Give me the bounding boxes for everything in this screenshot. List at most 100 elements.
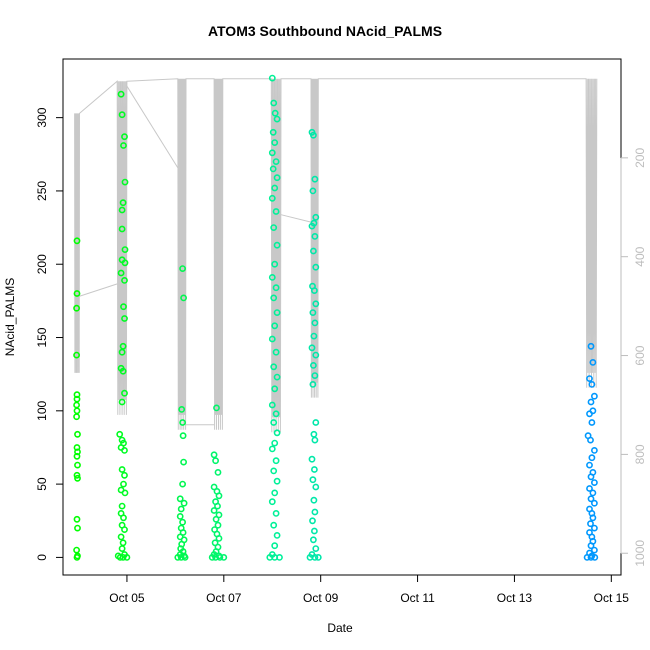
data-point	[591, 446, 598, 454]
data-point	[179, 432, 187, 440]
data-point	[308, 455, 316, 463]
data-point	[309, 131, 317, 139]
data-point	[120, 514, 127, 522]
chart-title: ATOM3 Southbound NAcid_PALMS	[208, 23, 442, 39]
data-point	[276, 554, 283, 561]
data-point	[587, 398, 595, 406]
data-points	[73, 74, 599, 561]
data-point	[311, 175, 319, 183]
data-point	[121, 446, 128, 454]
data-point	[121, 389, 128, 397]
data-point	[591, 546, 598, 554]
data-point	[74, 524, 81, 532]
data-point	[121, 276, 128, 284]
data-point	[273, 373, 281, 381]
data-point	[117, 90, 125, 98]
data-point	[310, 466, 318, 473]
data-point	[213, 404, 220, 412]
data-point	[215, 492, 223, 500]
data-point	[121, 178, 129, 186]
y-axis-label: NAcid_PALMS	[3, 278, 17, 356]
y2-tick-label: 200	[633, 148, 647, 168]
altitude-trace	[74, 78, 598, 433]
x-tick-label: Oct 13	[497, 591, 533, 605]
y-tick-label: 50	[35, 477, 49, 491]
y-tick-label: 300	[35, 107, 49, 127]
data-point	[314, 554, 322, 561]
data-point	[212, 515, 220, 523]
data-point	[273, 174, 281, 182]
data-point	[268, 74, 276, 82]
data-point	[177, 505, 185, 513]
data-point	[179, 518, 186, 526]
data-point	[271, 385, 279, 393]
data-point	[306, 554, 314, 561]
data-point	[177, 554, 185, 561]
data-point	[312, 351, 320, 359]
data-point	[273, 309, 281, 316]
data-point	[117, 533, 125, 541]
x-tick-label: Oct 11	[400, 591, 435, 605]
data-point	[271, 184, 279, 192]
data-point	[74, 474, 81, 482]
data-point	[311, 232, 319, 240]
data-point	[121, 526, 128, 533]
data-point	[589, 489, 597, 497]
data-point	[121, 246, 129, 253]
data-point	[270, 363, 278, 371]
data-point	[119, 342, 127, 350]
data-point	[591, 392, 598, 400]
y2-axis: 200 400 600 800 1000	[620, 148, 647, 567]
data-point	[273, 241, 281, 249]
data-point	[176, 513, 184, 520]
data-point	[73, 471, 81, 479]
x-tick-label: Oct 07	[206, 591, 242, 605]
y-tick-label: 150	[35, 327, 49, 347]
data-point	[121, 259, 129, 267]
data-point	[310, 287, 318, 294]
data-point	[73, 351, 80, 359]
data-point	[268, 335, 276, 343]
data-point	[181, 554, 189, 561]
data-point	[588, 454, 596, 462]
data-point	[174, 554, 182, 561]
altitude-transit-line	[126, 85, 179, 169]
data-point	[270, 99, 278, 107]
data-point	[271, 489, 279, 497]
data-point	[271, 439, 279, 447]
data-point	[271, 542, 279, 550]
data-point	[587, 342, 595, 350]
data-point	[270, 521, 278, 529]
data-point	[588, 380, 596, 388]
data-point	[589, 514, 597, 522]
data-point	[180, 294, 187, 302]
data-point	[120, 142, 127, 149]
data-point	[312, 483, 320, 491]
data-point	[271, 260, 279, 268]
data-point	[271, 109, 279, 117]
data-point	[586, 485, 593, 492]
data-point	[123, 554, 131, 561]
data-point	[118, 466, 126, 473]
data-point	[120, 480, 127, 488]
data-point	[178, 405, 186, 413]
y2-tick-label: 600	[633, 345, 647, 365]
data-point	[309, 187, 317, 195]
data-point	[271, 322, 279, 330]
data-point	[118, 545, 126, 552]
y2-tick-label: 800	[633, 444, 647, 464]
data-point	[116, 430, 124, 438]
data-point	[118, 225, 126, 233]
data-point	[73, 554, 81, 561]
data-point	[121, 133, 128, 141]
data-point	[311, 436, 319, 444]
x-axis-label: Date	[327, 621, 353, 635]
data-point	[272, 158, 280, 165]
data-point	[73, 237, 81, 245]
data-point	[179, 529, 187, 536]
data-point	[176, 495, 184, 503]
data-point	[73, 407, 81, 415]
x-axis: Oct 05 Oct 07 Oct 09 Oct 11 Oct 13 Oct 15	[109, 574, 629, 605]
data-point	[311, 508, 319, 516]
